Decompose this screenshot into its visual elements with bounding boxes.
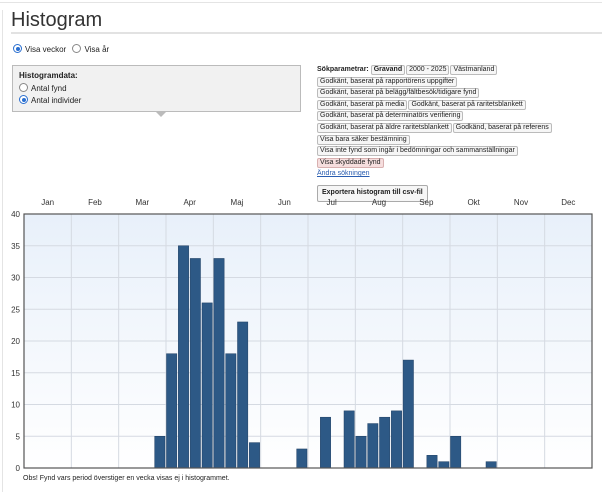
radio-label: Antal individer [31, 96, 82, 105]
radio-label: Visa veckor [25, 45, 67, 54]
y-tick-label: 30 [11, 274, 20, 283]
histogram-bar [343, 410, 355, 469]
month-label: Sep [419, 198, 434, 207]
param-tag: Västmanland [450, 65, 498, 75]
radio-label: Antal fynd [31, 84, 67, 93]
month-label: Jun [278, 198, 291, 207]
histogram-data-label: Histogramdata: [19, 71, 78, 80]
month-label: Jan [41, 198, 54, 207]
month-label: Mar [135, 198, 149, 207]
histogram-chart: 0 5 10 15 20 25 30 35 40 Jan Feb Mar Apr Maj Jun Jul Aug… [11, 198, 593, 473]
page-border [2, 10, 3, 492]
histogram-bar [485, 461, 497, 469]
y-tick-label: 15 [11, 369, 20, 378]
title-divider [11, 32, 602, 34]
param-tag: Godkänd, baserat på referens [452, 122, 552, 133]
param-tag: Godkänt, baserat på belägg/fältbesök/tid… [317, 88, 480, 99]
param-tag-protected: Visa skyddade fynd [317, 157, 384, 168]
radio-label: Visa år [84, 45, 110, 54]
histogram-data-panel: Histogramdata: Antal fynd Antal individe… [12, 65, 301, 112]
change-search-link[interactable]: Ändra sökningen [317, 170, 370, 178]
y-tick-label: 40 [11, 210, 20, 219]
plot-border [23, 213, 593, 469]
month-label: Nov [514, 198, 528, 207]
month-label: Aug [372, 198, 386, 207]
radio-icon[interactable] [13, 44, 22, 53]
month-label: Okt [467, 198, 480, 207]
radio-icon[interactable] [19, 95, 28, 104]
histogram-bar [296, 448, 308, 469]
param-tag: Godkänt, baserat på äldre raritetsblanke… [317, 122, 452, 133]
histogram-bar [438, 461, 450, 469]
histogram-bar [355, 436, 367, 469]
histogram-bar [166, 353, 178, 469]
histogram-bar [154, 436, 166, 469]
histogram-bar [189, 258, 201, 469]
param-tag: Godkänt, baserat på determinatörs verifi… [317, 111, 464, 122]
histogram-bar [237, 321, 249, 469]
radio-icon[interactable] [72, 44, 82, 53]
radio-icon[interactable] [19, 83, 28, 92]
param-tag: Godkänt, baserat på media [317, 99, 408, 110]
view-selector: Visa veckor Visa år [13, 44, 113, 54]
radio-antal-individer[interactable]: Antal individer [19, 95, 294, 105]
histogram-bar [178, 245, 189, 469]
export-csv-button[interactable]: Exportera histogram till csv-fil [317, 184, 428, 202]
param-tag: Godkänt, baserat på raritetsblankett [408, 99, 526, 110]
histogram-bar [426, 455, 438, 469]
search-parameters: Sökparametrar: Gravand 2000 - 2025 Västman… [317, 65, 602, 202]
month-label: Jul [327, 198, 337, 207]
month-label: Maj [231, 198, 244, 207]
histogram-bar [367, 423, 379, 469]
histogram-bar [201, 302, 213, 469]
y-tick-label: 35 [11, 242, 20, 251]
histogram-bar [450, 436, 462, 469]
radio-visa-veckor[interactable]: Visa veckor [13, 44, 67, 54]
y-tick-label: 20 [11, 337, 20, 346]
histogram-bar [391, 410, 402, 469]
param-tag: Visa bara säker bestämning [317, 134, 410, 145]
page-title: Histogram [11, 9, 103, 31]
histogram-note: Obs! Fynd vars period överstiger en veck… [23, 475, 230, 482]
radio-antal-fynd[interactable]: Antal fynd [19, 83, 294, 93]
param-tag: Godkänt, baserat på rapportörens uppgift… [317, 76, 458, 87]
param-tag: Visa inte fynd som ingår i bedömningar o… [317, 146, 518, 157]
y-tick-label: 5 [16, 432, 21, 441]
histogram-bar [379, 416, 391, 469]
search-params-label: Sökparametrar: [317, 66, 369, 73]
histogram-bar [320, 416, 331, 469]
param-tag: Gravand [370, 65, 406, 75]
y-tick-label: 0 [16, 464, 21, 473]
histogram-bar [225, 353, 237, 469]
histogram-bar [213, 258, 225, 469]
panel-pointer-icon [156, 112, 166, 117]
radio-visa-ar[interactable]: Visa år [72, 44, 110, 54]
y-tick-label: 10 [11, 401, 20, 410]
histogram-bar [402, 359, 414, 469]
month-label: Feb [88, 198, 102, 207]
histogram-bar [249, 442, 260, 469]
month-label: Dec [561, 198, 575, 207]
y-tick-label: 25 [11, 305, 20, 314]
month-label: Apr [183, 198, 196, 207]
top-tab-strip [0, 0, 602, 3]
param-tag: 2000 - 2025 [406, 65, 450, 75]
